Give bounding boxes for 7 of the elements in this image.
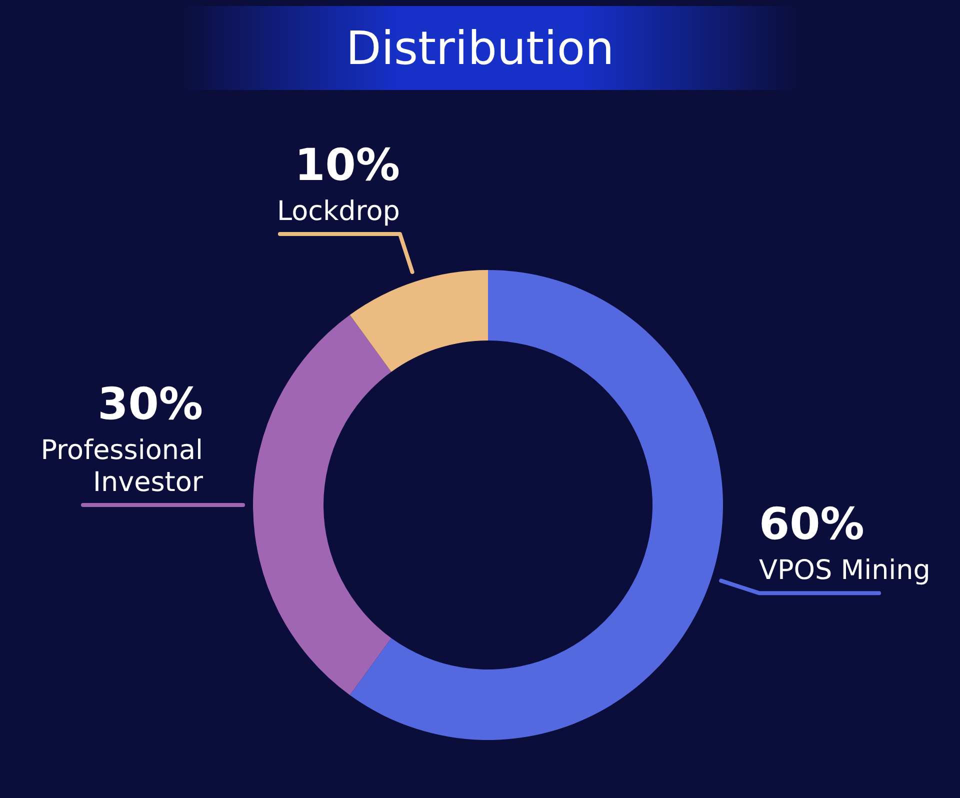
- data-label: 10%: [294, 140, 400, 191]
- slice-label: VPOS Mining: [759, 555, 930, 586]
- data-label: 30%: [98, 379, 203, 430]
- data-label: 60%: [759, 499, 864, 550]
- slice-label: Professional Investor: [40, 435, 204, 498]
- slice-label: Lockdrop: [277, 196, 400, 227]
- chart-title: Distribution: [344, 20, 616, 77]
